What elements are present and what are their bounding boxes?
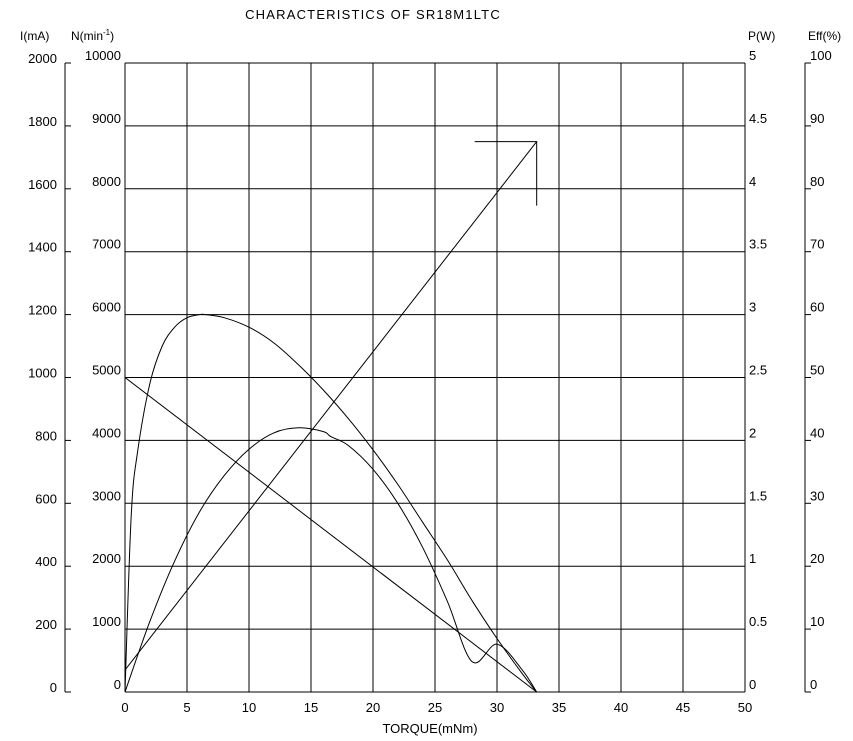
x-tick-label: 50 [738,700,752,715]
power-tick-label: 3 [749,300,756,315]
power-tick-label: 5 [749,48,756,63]
speed-tick-label: 1000 [92,614,121,629]
power-curve [124,427,538,693]
efficiency-tick-label: 50 [810,363,824,378]
speed-tick-label: 6000 [92,300,121,315]
x-tick-label: 45 [676,700,690,715]
current-tick-label: 1000 [28,366,57,381]
current-tick-label: 1200 [28,303,57,318]
speed-tick-label: 5000 [92,363,121,378]
efficiency-tick-label: 70 [810,237,824,252]
current-tick-label: 2000 [28,51,57,66]
current-tick-label: 1800 [28,114,57,129]
power-tick-label: 0 [749,677,756,692]
series-layer [124,141,538,693]
power-tick-label: 0.5 [749,614,767,629]
chart-title: CHARACTERISTICS OF SR18M1LTC [245,7,501,22]
x-tick-label: 35 [552,700,566,715]
current-tick-label: 400 [35,554,57,569]
efficiency-tick-label: 20 [810,551,824,566]
efficiency-tick-label: 30 [810,488,824,503]
speed-tick-label: 4000 [92,425,121,440]
grid [124,62,746,693]
power-tick-label: 2.5 [749,363,767,378]
max-current-marker [474,141,538,206]
x-axis-label: TORQUE(mNm) [382,721,477,736]
axes: 0 5 10 15 20 25 30 35 40 45 5002004006008001000120… [20,28,841,715]
speed-tick-label: 10000 [85,48,121,63]
x-tick-label: 0 [121,700,128,715]
speed-tick-label: 7000 [92,237,121,252]
power-tick-label: 3.5 [749,237,767,252]
speed-tick-label: 8000 [92,174,121,189]
efficiency-tick-label: 10 [810,614,824,629]
efficiency-axis-label: Eff(%) [808,29,841,43]
speed-tick-label: 3000 [92,488,121,503]
current-tick-label: 1400 [28,240,57,255]
x-tick-label: 5 [183,700,190,715]
power-tick-label: 1.5 [749,488,767,503]
efficiency-tick-label: 100 [810,48,832,63]
power-tick-label: 2 [749,425,756,440]
current-tick-label: 800 [35,428,57,443]
speed-tick-label: 2000 [92,551,121,566]
current-curve [124,141,538,671]
power-axis-label: P(W) [748,29,775,43]
current-tick-label: 200 [35,617,57,632]
current-axis-label: I(mA) [20,29,49,43]
x-tick-label: 30 [490,700,504,715]
efficiency-tick-label: 60 [810,300,824,315]
speed-curve [124,377,538,693]
efficiency-tick-label: 90 [810,111,824,126]
power-tick-label: 4 [749,174,756,189]
efficiency-tick-label: 40 [810,425,824,440]
current-tick-label: 1600 [28,177,57,192]
speed-axis-label: N(min-1) [71,28,114,43]
power-tick-label: 4.5 [749,111,767,126]
efficiency-curve [124,313,538,693]
x-tick-label: 15 [304,700,318,715]
power-tick-label: 1 [749,551,756,566]
current-tick-label: 600 [35,491,57,506]
speed-tick-label: 0 [114,677,121,692]
efficiency-tick-label: 80 [810,174,824,189]
x-tick-label: 40 [614,700,628,715]
speed-tick-label: 9000 [92,111,121,126]
x-tick-label: 10 [242,700,256,715]
current-tick-label: 0 [50,680,57,695]
efficiency-tick-label: 0 [810,677,817,692]
x-tick-label: 20 [366,700,380,715]
x-tick-label: 25 [428,700,442,715]
